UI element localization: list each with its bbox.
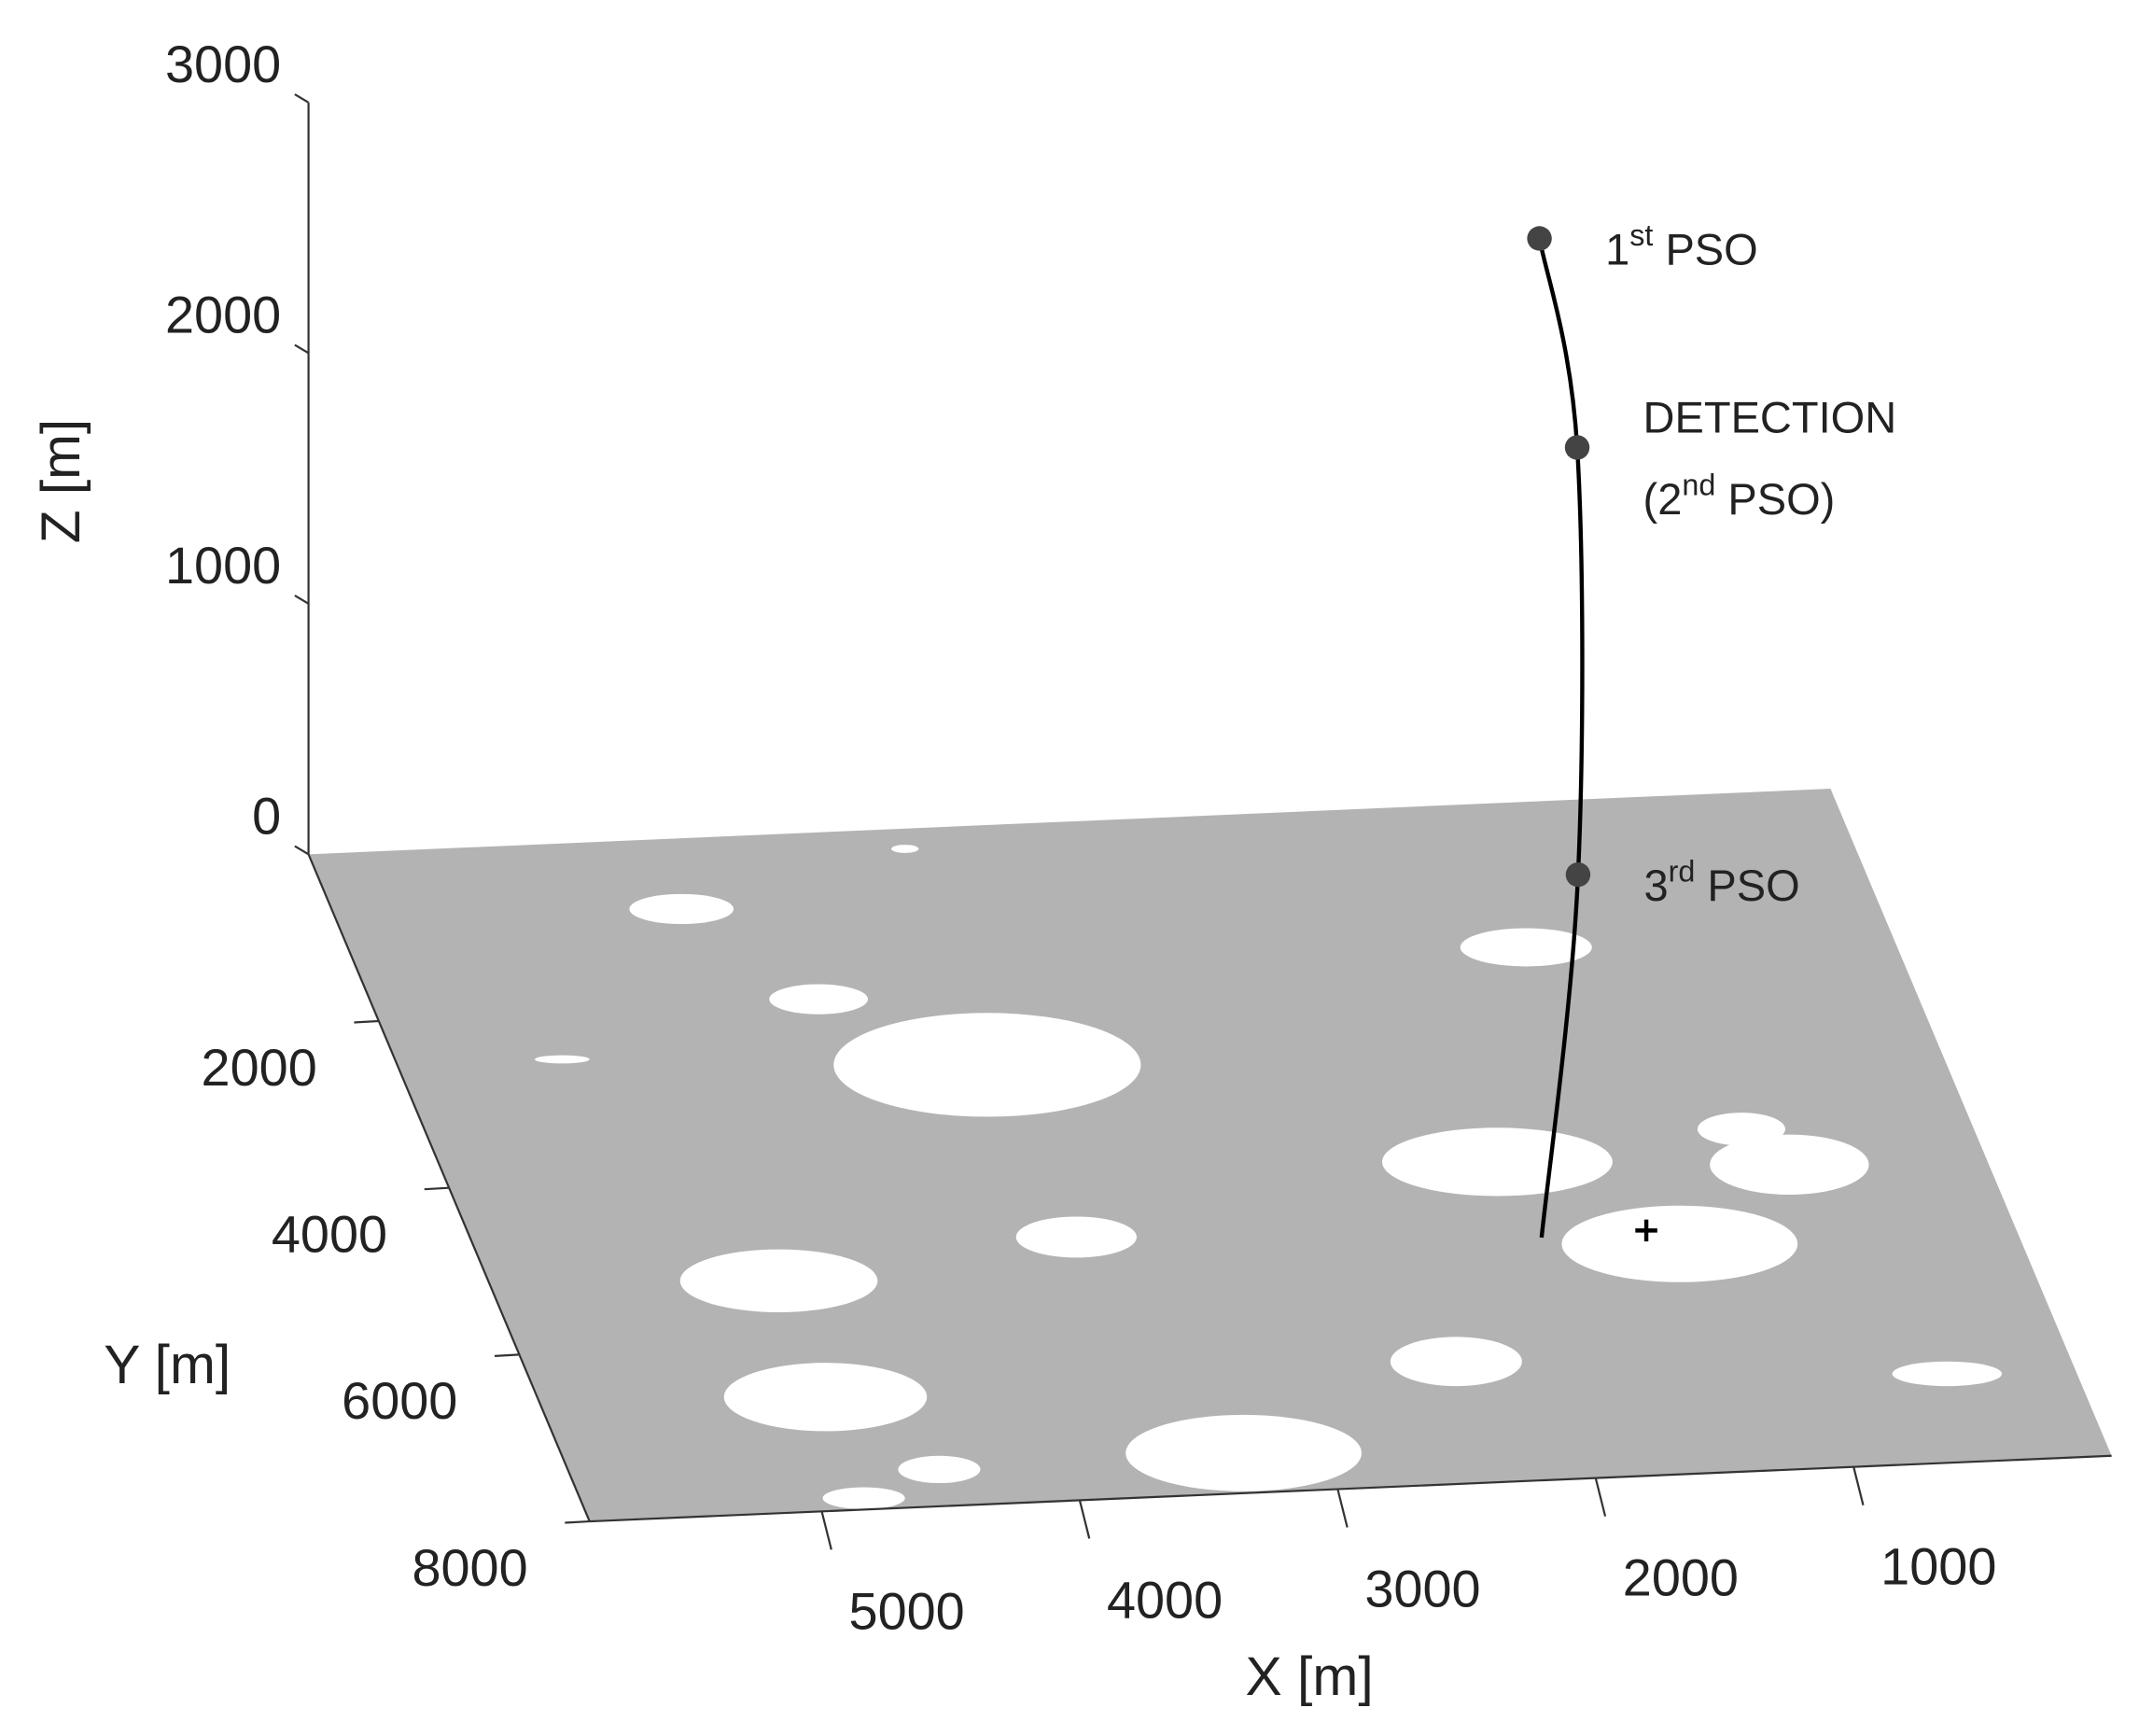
clearing <box>1390 1337 1522 1387</box>
clearing <box>1015 1216 1137 1258</box>
y-tick-label: 6000 <box>342 1372 457 1430</box>
trajectory <box>1537 238 1585 1239</box>
label-text: PSO) <box>1715 475 1835 524</box>
x-tick-label: 4000 <box>1107 1571 1223 1629</box>
x-tick <box>1594 1477 1607 1517</box>
event-marker <box>1527 226 1552 251</box>
clearing <box>629 893 734 925</box>
label-sup: nd <box>1682 469 1715 502</box>
clearing <box>1460 928 1592 967</box>
label-text: PSO <box>1695 861 1799 910</box>
label-text: DETECTION <box>1643 393 1897 441</box>
z-tick-label: 2000 <box>165 286 281 343</box>
x-axis-line <box>589 1454 2112 1523</box>
clearing <box>679 1249 878 1312</box>
z-tick <box>294 93 310 104</box>
clearing <box>891 845 919 853</box>
label-sup: rd <box>1669 855 1696 889</box>
clearing <box>833 1013 1141 1117</box>
z-tick <box>294 595 310 605</box>
event-label: (2nd PSO) <box>1643 469 1836 524</box>
z-tick-label: 3000 <box>165 35 281 93</box>
clearing <box>1697 1113 1785 1146</box>
clearing <box>723 1363 928 1432</box>
event-label: DETECTION <box>1643 393 1897 441</box>
y-tick-label: 2000 <box>202 1039 317 1097</box>
clearing <box>535 1055 590 1064</box>
x-tick-label: 5000 <box>849 1582 965 1640</box>
x-tick-label: 3000 <box>1364 1561 1480 1618</box>
x-tick <box>820 1511 832 1550</box>
y-tick <box>424 1186 450 1191</box>
y-tick <box>354 1019 379 1024</box>
event-label: 1st PSO <box>1605 218 1758 273</box>
event-marker <box>1565 861 1591 888</box>
clearings <box>535 845 2003 1509</box>
y-tick-label: 8000 <box>412 1539 527 1597</box>
clearing <box>822 1487 905 1509</box>
label-text: 3 <box>1643 861 1668 910</box>
target <box>1635 1219 1657 1242</box>
clearing <box>1892 1361 2003 1387</box>
y-tick-label: 4000 <box>272 1206 387 1264</box>
event-label: 3rd PSO <box>1643 855 1799 910</box>
x-tick-label: 2000 <box>1623 1549 1739 1607</box>
clearing <box>1561 1205 1798 1282</box>
clearing <box>1710 1134 1869 1196</box>
z-tick <box>294 845 310 856</box>
x-tick <box>1336 1489 1349 1528</box>
label-text: PSO <box>1653 225 1757 273</box>
x-axis-label: X [m] <box>1246 1646 1374 1707</box>
clearing <box>1125 1414 1362 1491</box>
z-tick-label: 1000 <box>165 537 281 595</box>
label-text: 1 <box>1605 225 1629 273</box>
clearing <box>769 984 869 1015</box>
y-tick <box>494 1353 520 1357</box>
clearing <box>1381 1127 1613 1197</box>
x-tick-label: 1000 <box>1880 1538 1996 1596</box>
x-tick <box>1852 1466 1865 1505</box>
label-sup: st <box>1629 218 1653 252</box>
z-tick-label: 0 <box>252 787 281 845</box>
axes <box>294 93 2112 1550</box>
y-axis-label: Y [m] <box>104 1335 231 1395</box>
floor <box>308 789 2112 1522</box>
z-tick <box>294 343 310 355</box>
z-axis-label: Z [m] <box>31 419 91 543</box>
label-text: (2 <box>1643 475 1683 524</box>
y-tick <box>565 1519 590 1524</box>
clearing <box>898 1455 981 1484</box>
x-tick <box>1078 1500 1091 1539</box>
event-marker <box>1564 435 1590 460</box>
